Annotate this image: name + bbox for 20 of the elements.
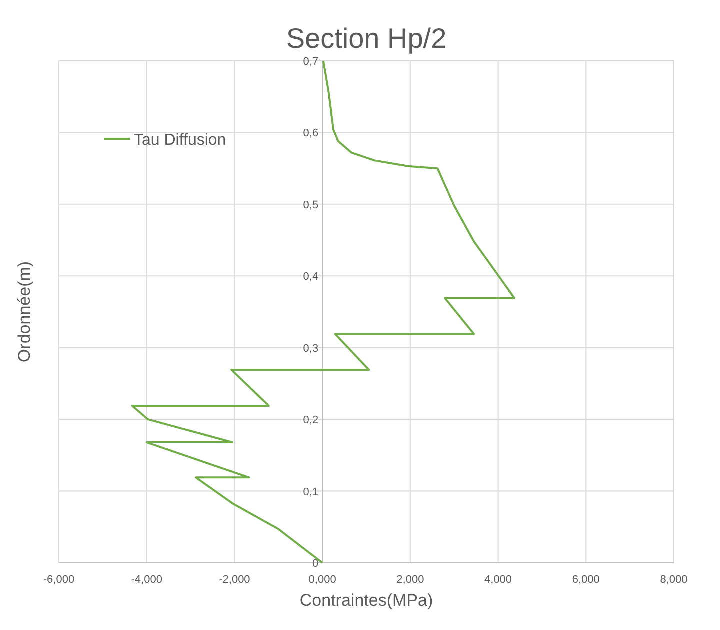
x-tick-label: 0,000 <box>308 574 336 586</box>
x-tick-label: -2,000 <box>219 574 250 586</box>
y-tick-label: 0,1 <box>303 486 319 498</box>
x-tick-label: 6,000 <box>572 574 600 586</box>
x-tick-label: -6,000 <box>43 574 75 586</box>
x-axis-title: Contraintes(MPa) <box>300 591 434 610</box>
y-tick-label: 0 <box>312 558 319 570</box>
chart-title: Section Hp/2 <box>286 23 447 54</box>
y-tick-label: 0,7 <box>303 56 319 68</box>
x-tick-label: 2,000 <box>396 574 424 586</box>
y-tick-label: 0,3 <box>303 342 319 355</box>
y-tick-label: 0,5 <box>303 199 319 212</box>
x-tick-label: 4,000 <box>484 574 512 586</box>
x-tick-label: -4,000 <box>131 574 162 586</box>
y-tick-label: 0,2 <box>303 414 319 427</box>
x-tick-label: 8,000 <box>660 574 688 586</box>
y-axis-title: Ordonnée(m) <box>15 261 34 363</box>
y-tick-label: 0,4 <box>303 271 319 284</box>
legend-label: Tau Diffusion <box>134 132 226 149</box>
y-tick-label: 0,6 <box>303 128 319 140</box>
